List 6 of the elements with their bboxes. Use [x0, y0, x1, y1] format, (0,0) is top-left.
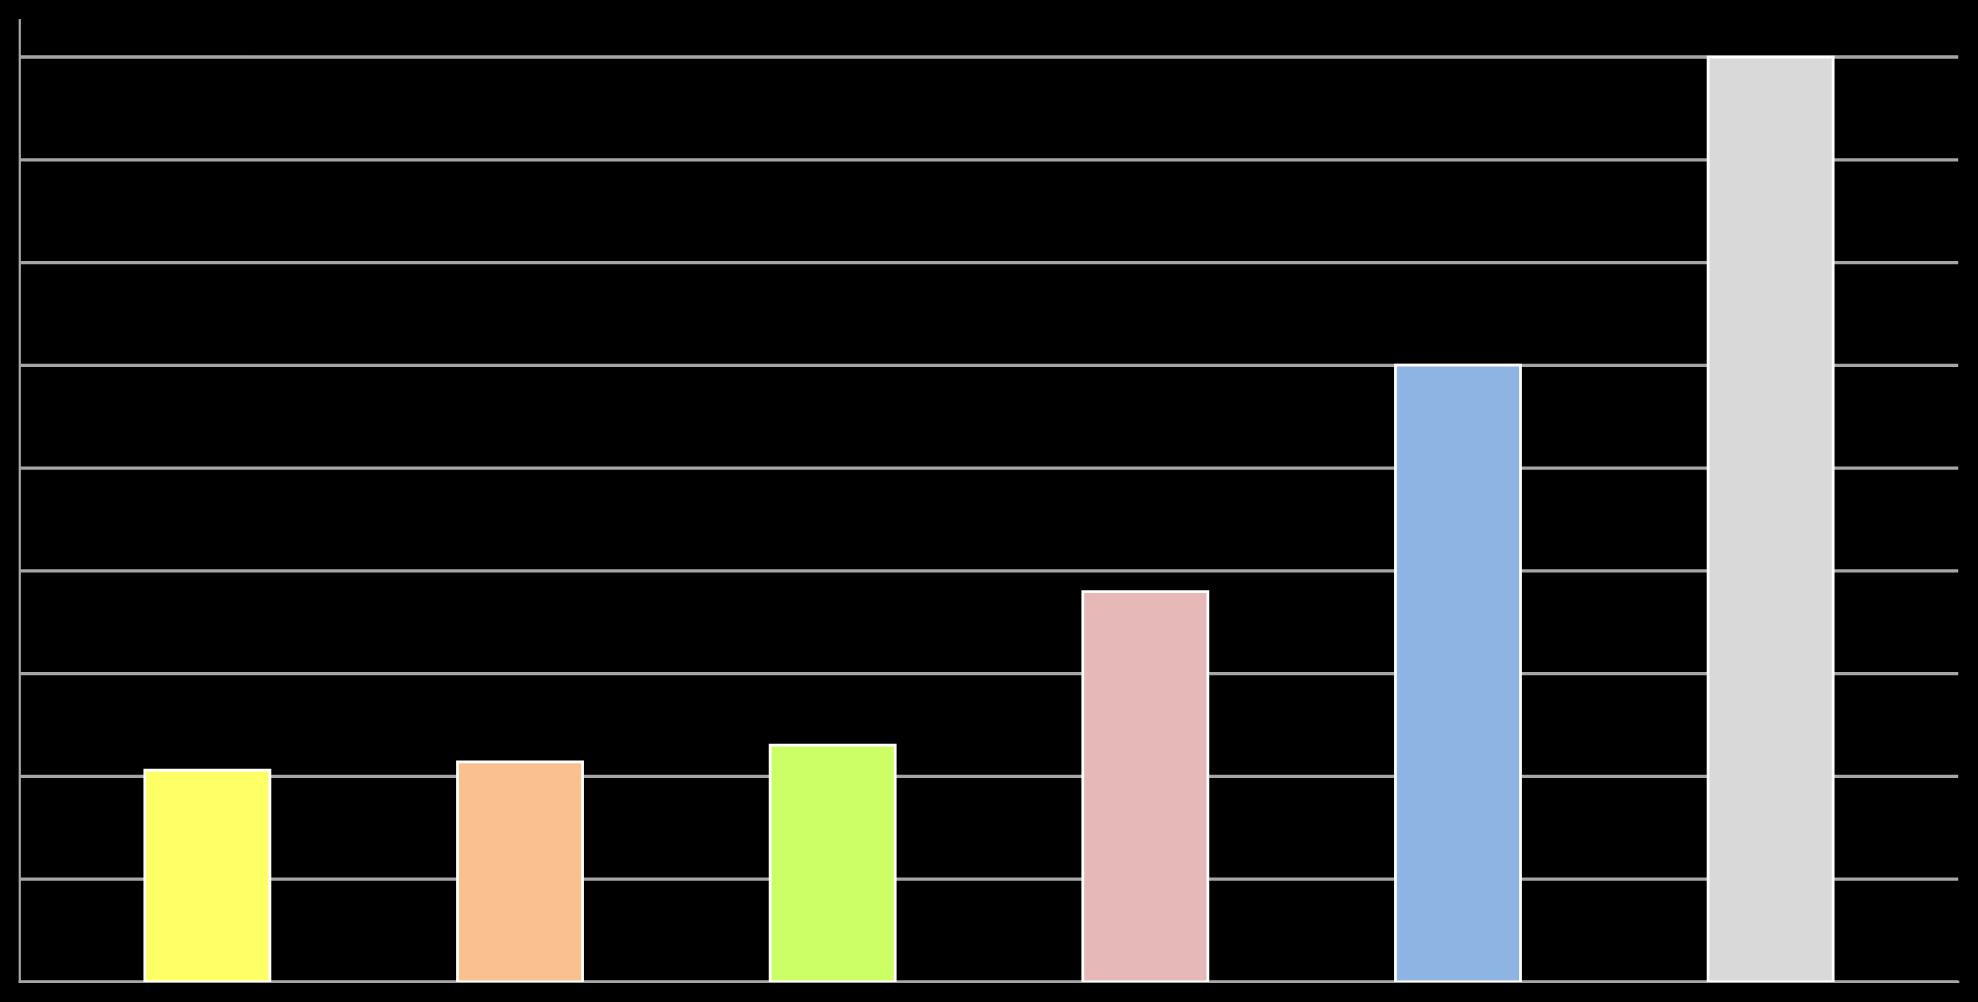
bar	[456, 760, 584, 982]
bar	[1081, 590, 1210, 982]
bar	[1706, 55, 1835, 982]
bar	[143, 768, 272, 982]
bar	[768, 743, 897, 982]
bar	[1394, 363, 1522, 982]
